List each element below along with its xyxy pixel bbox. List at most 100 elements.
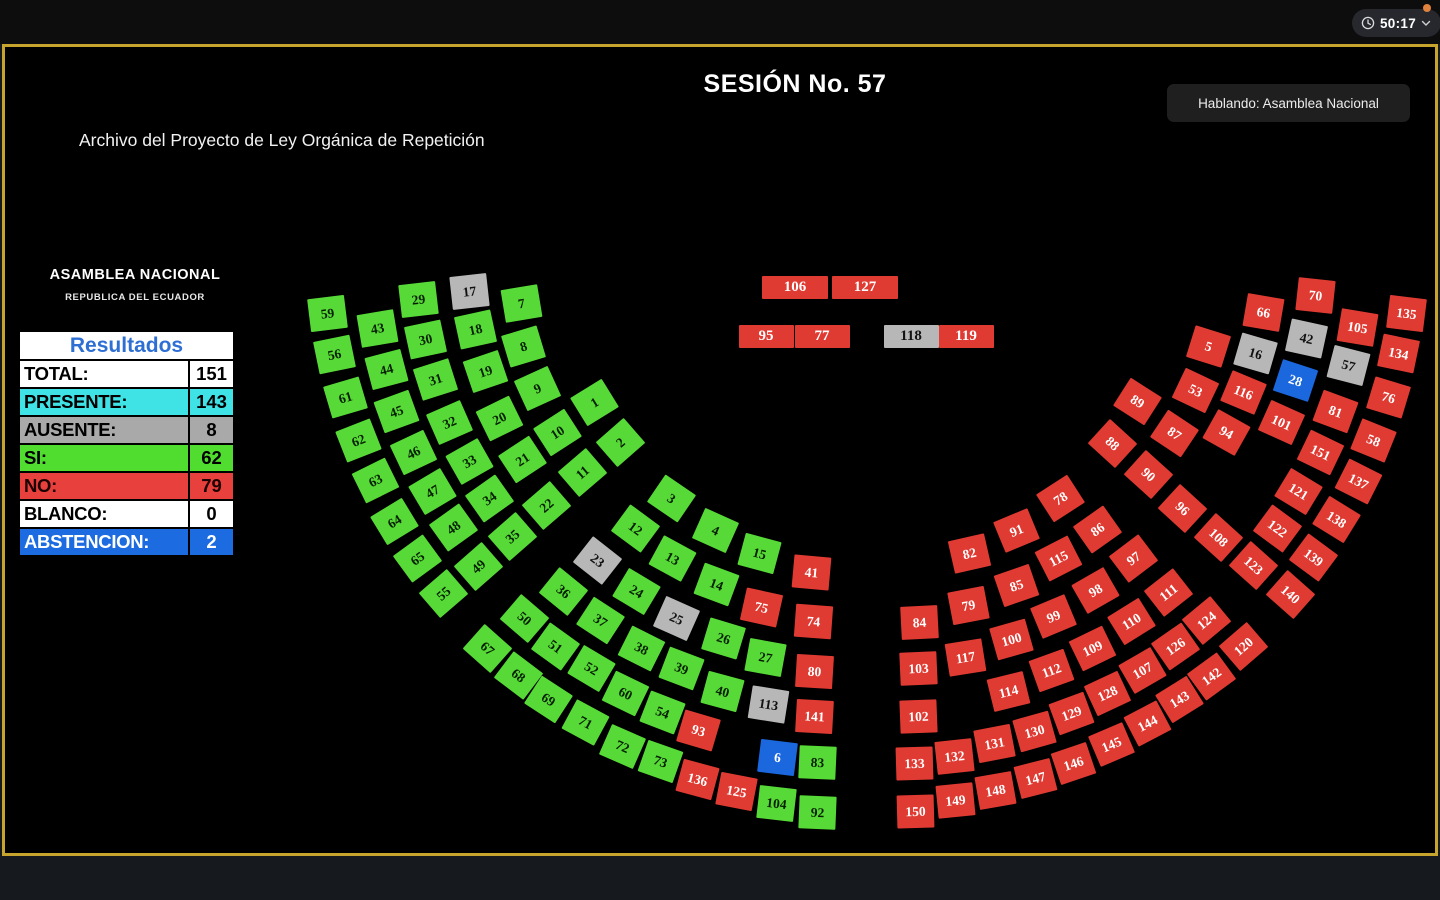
seat-131: 131	[972, 723, 1016, 763]
seat-30: 30	[403, 318, 447, 360]
seat-26: 26	[700, 616, 746, 660]
seat-11: 11	[557, 447, 607, 497]
results-row-si: SI: 62	[20, 443, 233, 471]
seat-86: 86	[1072, 504, 1122, 554]
seat-75: 75	[739, 586, 783, 628]
seat-151: 151	[1296, 429, 1344, 475]
seat-79: 79	[946, 585, 990, 625]
seat-27: 27	[743, 637, 787, 677]
meeting-timer-pill[interactable]: 50:17	[1352, 9, 1440, 37]
seat-17: 17	[448, 272, 490, 310]
seat-22: 22	[521, 480, 571, 530]
seat-65: 65	[392, 533, 442, 583]
seat-63: 63	[351, 457, 399, 503]
seat-61: 61	[322, 375, 368, 419]
seat-78: 78	[1035, 474, 1085, 522]
seat-44: 44	[363, 348, 409, 390]
seat-48: 48	[428, 502, 478, 552]
seat-14: 14	[692, 562, 740, 606]
chevron-down-icon	[1421, 20, 1431, 27]
results-row-abstencion: ABSTENCION: 2	[20, 527, 233, 555]
seat-94: 94	[1201, 408, 1251, 456]
seat-55: 55	[418, 568, 468, 618]
seat-103: 103	[898, 650, 938, 686]
results-row-no: NO: 79	[20, 471, 233, 499]
seat-150: 150	[896, 794, 934, 828]
results-row-label: BLANCO:	[24, 503, 108, 524]
seat-132: 132	[933, 737, 975, 775]
seat-98: 98	[1070, 566, 1120, 614]
results-table: Resultados TOTAL: 151 PRESENTE: 143 AUSENTE:…	[18, 330, 235, 557]
seat-81: 81	[1311, 389, 1359, 433]
seat-15: 15	[736, 532, 782, 574]
results-row-label: AUSENTE:	[24, 419, 117, 440]
seat-130: 130	[1011, 710, 1057, 752]
results-row-presente: PRESENTE: 143	[20, 387, 233, 415]
seat-28: 28	[1272, 358, 1318, 402]
seat-19: 19	[462, 349, 508, 393]
clock-icon	[1361, 16, 1375, 30]
seat-54: 54	[638, 689, 686, 735]
results-row-total: TOTAL: 151	[20, 359, 233, 387]
seat-10: 10	[532, 408, 582, 456]
seat-5: 5	[1185, 324, 1231, 368]
seat-105: 105	[1336, 307, 1378, 347]
seat-138: 138	[1311, 495, 1361, 543]
seat-110: 110	[1106, 597, 1156, 645]
seat-85: 85	[993, 563, 1039, 607]
seat-83: 83	[797, 744, 837, 780]
seat-91: 91	[992, 507, 1040, 553]
seat-16: 16	[1232, 331, 1278, 375]
seat-120: 120	[1218, 621, 1268, 671]
seat-97: 97	[1108, 533, 1158, 583]
seat-53: 53	[1171, 367, 1219, 413]
seat-41: 41	[791, 553, 831, 591]
seat-102: 102	[898, 698, 938, 734]
seat-88: 88	[1087, 418, 1137, 468]
assembly-name: ASAMBLEA NACIONAL	[49, 267, 221, 283]
seat-29: 29	[397, 280, 439, 318]
seat-136: 136	[674, 758, 720, 800]
results-row-blanco: BLANCO: 0	[20, 499, 233, 527]
seat-96: 96	[1157, 483, 1207, 533]
seat-141: 141	[794, 698, 834, 734]
seat-56: 56	[312, 334, 356, 374]
results-row-value: 2	[188, 529, 233, 555]
seat-119: 119	[938, 324, 994, 348]
seat-112: 112	[1028, 648, 1074, 692]
seat-148: 148	[973, 770, 1017, 810]
seat-149: 149	[934, 781, 976, 819]
seat-117: 117	[944, 637, 986, 677]
seat-137: 137	[1334, 457, 1382, 505]
seat-64: 64	[369, 497, 419, 545]
seat-121: 121	[1273, 467, 1323, 515]
seat-49: 49	[453, 541, 503, 591]
results-row-value: 79	[188, 473, 233, 499]
seat-104: 104	[755, 784, 797, 822]
seat-129: 129	[1047, 691, 1095, 735]
seat-70: 70	[1294, 276, 1336, 314]
results-row-value: 151	[188, 361, 233, 387]
seat-139: 139	[1288, 532, 1338, 582]
seat-9: 9	[513, 365, 561, 411]
seat-118: 118	[883, 324, 939, 348]
seat-116: 116	[1219, 369, 1267, 415]
seat-23: 23	[572, 535, 622, 585]
seat-108: 108	[1193, 512, 1243, 562]
seat-36: 36	[538, 566, 588, 616]
seat-140: 140	[1265, 569, 1315, 619]
results-row-label: ABSTENCION:	[24, 531, 150, 552]
seat-114: 114	[986, 670, 1030, 712]
seat-60: 60	[601, 670, 649, 716]
results-row-value: 143	[188, 389, 233, 415]
seat-145: 145	[1087, 721, 1135, 767]
seat-47: 47	[407, 467, 457, 515]
seat-7: 7	[500, 283, 542, 323]
seat-92: 92	[797, 794, 837, 830]
results-row-value: 8	[188, 417, 233, 443]
seat-82: 82	[947, 532, 991, 574]
seat-45: 45	[372, 389, 420, 433]
seat-8: 8	[500, 324, 546, 368]
seat-134: 134	[1376, 333, 1420, 373]
